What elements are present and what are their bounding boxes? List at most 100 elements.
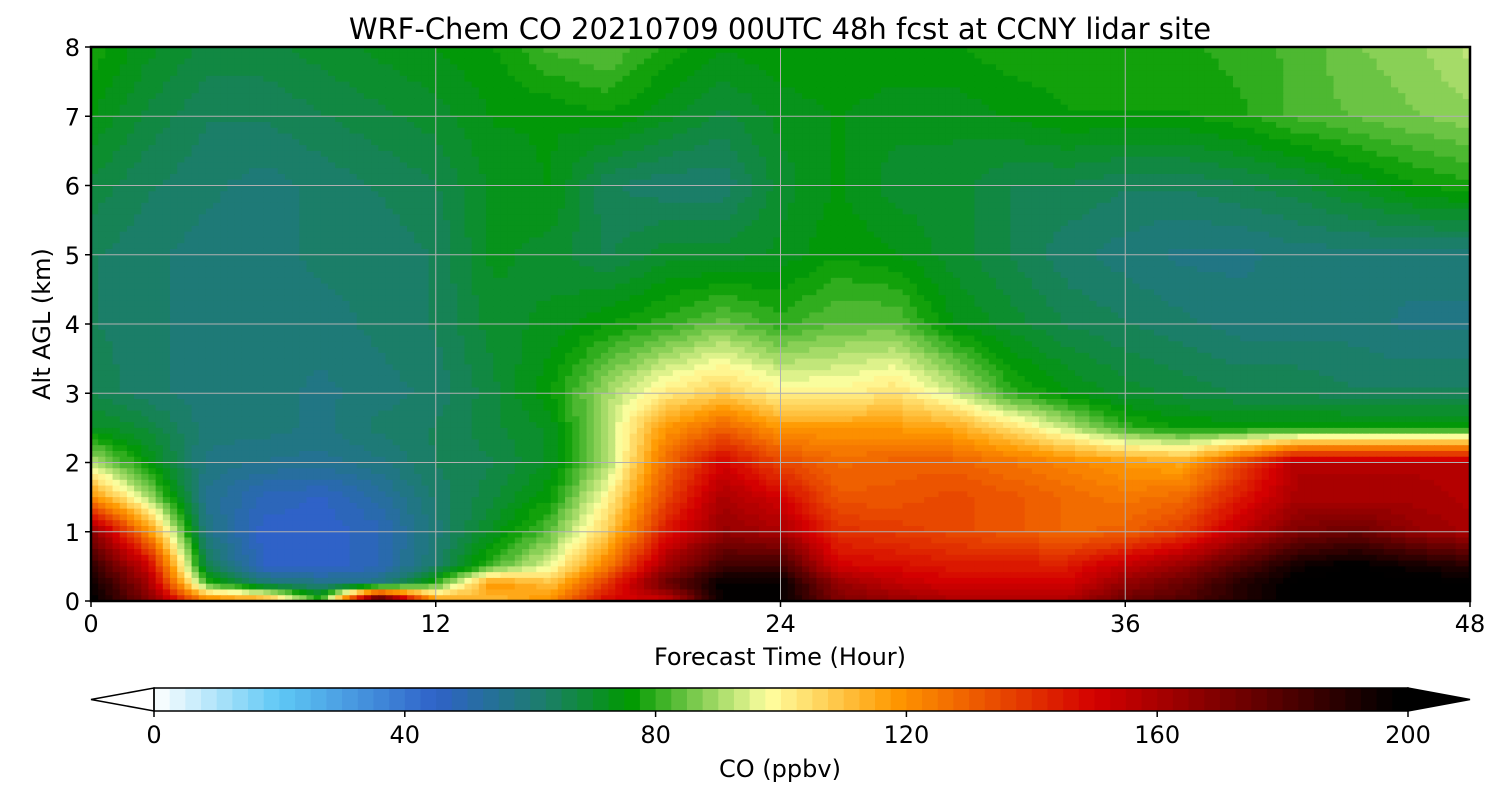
heatmap-cell: [191, 168, 200, 175]
heatmap-cell: [1053, 127, 1062, 135]
heatmap-cell: [1161, 173, 1169, 181]
heatmap-cell: [981, 173, 990, 181]
heatmap-cell: [809, 145, 818, 152]
heatmap-cell: [952, 191, 961, 198]
heatmap-cell: [1060, 58, 1069, 65]
heatmap-cell: [924, 52, 932, 60]
heatmap-cell: [608, 87, 616, 94]
heatmap-cell: [1017, 150, 1026, 158]
heatmap-cell: [1175, 150, 1184, 158]
heatmap-cell: [751, 98, 760, 106]
heatmap-cell: [320, 93, 329, 100]
heatmap-cell: [924, 173, 932, 181]
heatmap-cell: [1232, 127, 1241, 135]
heatmap-cell: [378, 173, 387, 181]
heatmap-cell: [1218, 185, 1227, 192]
heatmap-cell: [191, 116, 200, 123]
heatmap-cell: [1412, 156, 1421, 164]
heatmap-cell: [1031, 162, 1040, 169]
heatmap-cell: [873, 191, 882, 198]
heatmap-cell: [1441, 191, 1450, 198]
heatmap-cell: [349, 75, 358, 83]
heatmap-cell: [292, 156, 300, 164]
heatmap-cell: [766, 168, 774, 175]
heatmap-cell: [292, 145, 300, 152]
heatmap-cell: [1082, 98, 1090, 106]
heatmap-cell: [399, 70, 408, 77]
heatmap-cell: [249, 52, 257, 60]
heatmap-cell: [651, 87, 659, 94]
heatmap-cell: [220, 70, 229, 77]
heatmap-cell: [644, 173, 652, 181]
heatmap-cell: [91, 185, 99, 192]
heatmap-cell: [1053, 139, 1062, 146]
heatmap-cell: [816, 122, 825, 129]
heatmap-cell: [198, 64, 207, 71]
heatmap-cell: [1426, 47, 1435, 54]
heatmap-cell: [442, 173, 451, 181]
heatmap-cell: [1462, 179, 1470, 187]
heatmap-cell: [428, 185, 437, 192]
heatmap-cell: [866, 162, 875, 169]
heatmap-cell: [730, 173, 738, 181]
heatmap-cell: [600, 133, 609, 140]
heatmap-cell: [299, 104, 308, 112]
heatmap-cell: [708, 110, 717, 117]
heatmap-cell: [952, 110, 961, 117]
heatmap-cell: [787, 139, 796, 146]
heatmap-cell: [450, 133, 458, 140]
heatmap-cell: [1283, 75, 1292, 83]
heatmap-cell: [615, 110, 624, 117]
heatmap-cell: [708, 58, 717, 65]
heatmap-cell: [1268, 104, 1277, 112]
heatmap-cell: [916, 139, 925, 146]
heatmap-cell: [435, 156, 444, 164]
heatmap-cell: [586, 47, 595, 54]
heatmap-cell: [256, 110, 264, 117]
heatmap-cell: [464, 168, 473, 175]
heatmap-cell: [967, 52, 976, 60]
heatmap-cell: [1304, 87, 1313, 94]
heatmap-cell: [1376, 185, 1385, 192]
heatmap-cell: [1462, 139, 1470, 146]
heatmap-cell: [1218, 93, 1227, 100]
heatmap-cell: [1139, 87, 1148, 94]
heatmap-cell: [1182, 116, 1191, 123]
heatmap-cell: [1225, 58, 1234, 65]
heatmap-cell: [1110, 64, 1119, 71]
heatmap-cell: [1053, 150, 1062, 158]
heatmap-cell: [521, 104, 530, 112]
heatmap-cell: [1297, 87, 1306, 94]
heatmap-cell: [809, 87, 818, 94]
heatmap-cell: [924, 81, 932, 88]
heatmap-cell: [1168, 104, 1177, 112]
heatmap-cell: [1010, 81, 1019, 88]
heatmap-cell: [1103, 87, 1112, 94]
heatmap-cell: [1369, 52, 1378, 60]
heatmap-cell: [270, 98, 279, 106]
heatmap-cell: [1110, 156, 1119, 164]
heatmap-cell: [1247, 162, 1256, 169]
heatmap-cell: [435, 52, 444, 60]
heatmap-cell: [98, 139, 106, 146]
heatmap-cell: [787, 162, 796, 169]
heatmap-cell: [1096, 87, 1105, 94]
heatmap-cell: [328, 52, 336, 60]
heatmap-cell: [773, 52, 782, 60]
heatmap-cell: [263, 81, 272, 88]
heatmap-cell: [1333, 173, 1342, 181]
heatmap-cell: [715, 104, 724, 112]
heatmap-cell: [263, 179, 272, 187]
heatmap-cell: [529, 168, 537, 175]
heatmap-cell: [486, 156, 494, 164]
heatmap-cell: [1297, 127, 1306, 135]
heatmap-cell: [1146, 70, 1155, 77]
heatmap-cell: [213, 87, 221, 94]
heatmap-cell: [256, 179, 264, 187]
heatmap-cell: [1340, 139, 1349, 146]
heatmap-cell: [328, 173, 336, 181]
heatmap-cell: [1290, 87, 1299, 94]
heatmap-cell: [974, 64, 983, 71]
heatmap-cell: [378, 179, 387, 187]
heatmap-cell: [694, 127, 703, 135]
